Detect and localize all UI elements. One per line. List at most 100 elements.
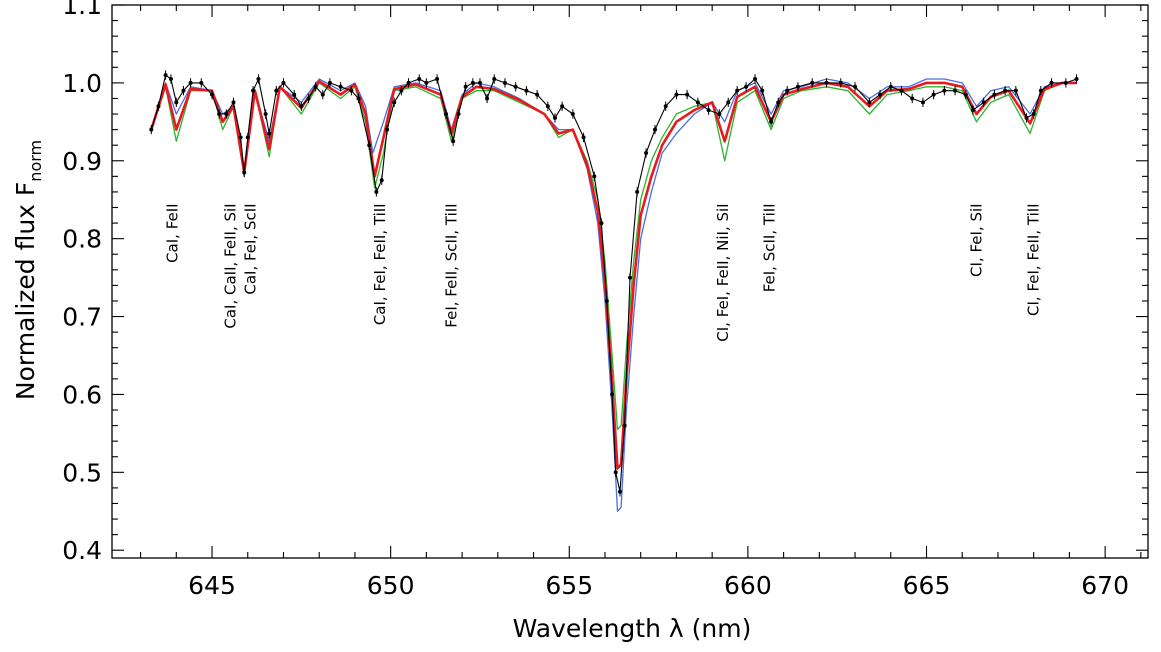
data-point (356, 96, 361, 101)
y-tick-label: 0.6 (62, 380, 102, 409)
data-point (299, 104, 304, 109)
data-point (685, 92, 690, 97)
plot-frame (111, 4, 1149, 559)
data-point (552, 115, 557, 120)
data-point (217, 112, 222, 117)
data-point (524, 88, 529, 93)
data-point (853, 84, 858, 89)
data-point (1031, 112, 1036, 117)
data-point (417, 76, 422, 81)
series-2 (150, 82, 1077, 431)
data-point (838, 80, 843, 85)
data-point (463, 84, 468, 89)
data-point (188, 80, 193, 85)
data-point (181, 88, 186, 93)
data-point (477, 80, 482, 85)
data-point (824, 80, 829, 85)
data-point (599, 221, 604, 226)
line-id-annotation: CaI, FeII (164, 203, 182, 263)
data-point (592, 174, 597, 179)
data-point (451, 139, 456, 144)
data-point (970, 108, 975, 113)
y-tick-label: 1.0 (62, 69, 102, 98)
y-tick-label: 0.8 (62, 225, 102, 254)
data-point (320, 92, 325, 97)
data-point (385, 127, 390, 132)
line-id-annotation: CI, FeI, FeII, TiII (1025, 203, 1043, 316)
annotations-layer: CaI, FeII CaI, CaII, FeII, SiI CaI, FeI, S… (164, 203, 1043, 341)
axes-layer: 645 650 655 660 665 670 0.4 0.5 0.6 0.7 0.8 0.9 1.0 1… (62, 0, 1149, 600)
data-point (622, 423, 627, 428)
data-point (888, 84, 893, 89)
data-point (470, 80, 475, 85)
data-point (867, 100, 872, 105)
data-point (1074, 76, 1079, 81)
data-point (753, 76, 758, 81)
data-point (379, 178, 384, 183)
x-tick-label: 645 (188, 571, 236, 600)
data-point (706, 108, 711, 113)
data-point (210, 92, 215, 97)
data-point (306, 96, 311, 101)
data-point (920, 100, 925, 105)
data-point (735, 88, 740, 93)
data-point (570, 112, 575, 117)
data-point (992, 92, 997, 97)
data-point (717, 112, 722, 117)
data-point (695, 100, 700, 105)
data-point (313, 84, 318, 89)
data-point (899, 88, 904, 93)
data-point (281, 80, 286, 85)
data-point (810, 80, 815, 85)
y-tick-label: 1.1 (62, 0, 102, 20)
data-point (174, 100, 179, 105)
data-point (456, 112, 461, 117)
data-point (327, 80, 332, 85)
data-point (267, 131, 272, 136)
data-point (878, 92, 883, 97)
line-id-annotation: CaI, FeI, FeII, TiII (371, 203, 389, 325)
data-point (581, 135, 586, 140)
data-point (367, 143, 372, 148)
data-point (392, 100, 397, 105)
data-point (513, 84, 518, 89)
data-point (545, 104, 550, 109)
series-line (150, 74, 1077, 493)
data-point (963, 92, 968, 97)
x-tick-label: 665 (903, 571, 951, 600)
data-point (560, 104, 565, 109)
data-point (1049, 80, 1054, 85)
data-point (1003, 88, 1008, 93)
data-point (274, 88, 279, 93)
data-point (238, 135, 243, 140)
data-point (231, 100, 236, 105)
data-point (163, 73, 168, 78)
data-point (769, 119, 774, 124)
data-point (604, 298, 609, 303)
data-point (744, 84, 749, 89)
data-point (910, 96, 915, 101)
data-point (263, 112, 268, 117)
data-point (1038, 88, 1043, 93)
x-tick-label: 660 (724, 571, 772, 600)
data-point (644, 150, 649, 155)
series-3 (150, 80, 1077, 470)
x-axis-label: Wavelength λ (nm) (513, 614, 752, 643)
x-tick-label: 650 (367, 571, 415, 600)
data-point (1063, 80, 1068, 85)
y-tick-label: 0.4 (62, 536, 102, 565)
y-axis-label-subscript: norm (26, 140, 45, 182)
data-point (1013, 88, 1018, 93)
data-point (435, 76, 440, 81)
data-point (156, 104, 161, 109)
line-id-annotation: CaI, CaII, FeII, SiI (222, 203, 240, 328)
data-point (399, 88, 404, 93)
line-id-annotation: CI, FeI, FeII, NiI, SiI (714, 203, 732, 341)
series-0 (149, 70, 1079, 497)
data-point (492, 76, 497, 81)
data-point (149, 127, 154, 132)
data-point (795, 84, 800, 89)
y-tick-label: 0.9 (62, 147, 102, 176)
